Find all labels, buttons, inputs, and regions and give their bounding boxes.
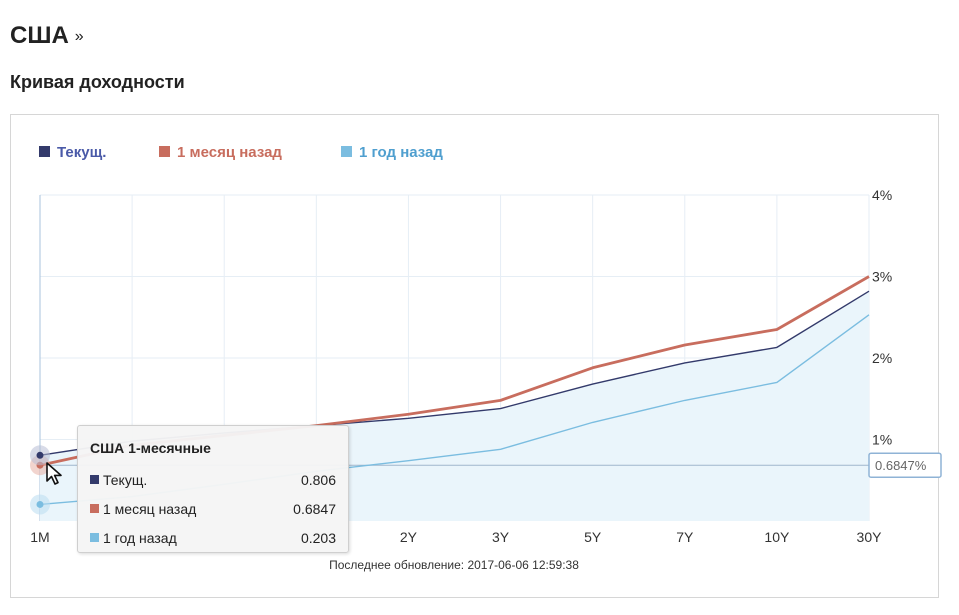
yield-curve-chart: 1% 2% 3% 4% 1M 2Y 3Y 5Y 7Y 10Y 30Y 0.6847% Последнее… <box>10 114 942 598</box>
tooltip-series-value: 0.806 <box>300 471 336 488</box>
x-tick-label: 2Y <box>400 529 418 545</box>
legend-label: 1 месяц назад <box>177 144 282 161</box>
value-flag-box <box>868 452 942 478</box>
y-tick-label: 4% <box>872 187 892 203</box>
legend-label: 1 год назад <box>359 144 443 161</box>
legend-item: Текущ. <box>39 144 106 161</box>
y-tick-label: 2% <box>872 350 892 366</box>
legend-item: 1 год назад <box>341 144 443 161</box>
country-name[interactable]: США <box>10 22 69 49</box>
y-tick-label: 3% <box>872 269 892 285</box>
x-tick-label: 5Y <box>584 529 602 545</box>
last-update-note: Последнее обновление: 2017-06-06 12:59:3… <box>329 558 579 572</box>
legend-item: 1 месяц назад <box>159 144 282 161</box>
legend-swatch <box>341 146 352 157</box>
x-tick-label: 10Y <box>764 529 790 545</box>
mouse-pointer-icon <box>46 462 62 485</box>
value-flag-label: 0.6847% <box>875 458 927 473</box>
legend-swatch <box>159 146 170 157</box>
tooltip-row: Текущ. 0.806 <box>90 465 336 494</box>
x-tick-label: 3Y <box>492 529 510 545</box>
hover-marker <box>36 451 44 459</box>
legend-swatch <box>39 146 50 157</box>
chart-tooltip: США 1-месячные Текущ. 0.806 1 месяц наза… <box>77 425 349 553</box>
section-title: Кривая доходности <box>10 72 185 92</box>
tooltip-swatch <box>90 504 99 513</box>
tooltip-series-name: 1 месяц назад <box>103 500 197 517</box>
y-tick-label: 1% <box>872 432 892 448</box>
hover-marker <box>36 500 44 508</box>
tooltip-series-name: Текущ. <box>103 471 148 488</box>
tooltip-series-name: 1 год назад <box>103 529 177 546</box>
tooltip-swatch <box>90 533 99 542</box>
page-title[interactable]: США » <box>10 22 84 50</box>
chart-legend: Текущ. 1 месяц назад 1 год назад <box>39 144 443 161</box>
tooltip-row: 1 год назад 0.203 <box>90 523 336 552</box>
x-tick-label: 1M <box>30 529 49 545</box>
x-tick-label: 30Y <box>857 529 883 545</box>
legend-label: Текущ. <box>57 144 106 161</box>
tooltip-series-value: 0.203 <box>300 529 336 546</box>
x-tick-label: 7Y <box>676 529 694 545</box>
tooltip-series-value: 0.6847 <box>293 500 336 517</box>
raquo-icon: » <box>74 28 84 45</box>
tooltip-title: США 1-месячные <box>90 440 211 456</box>
tooltip-swatch <box>90 475 99 484</box>
tooltip-row: 1 месяц назад 0.6847 <box>90 494 336 523</box>
